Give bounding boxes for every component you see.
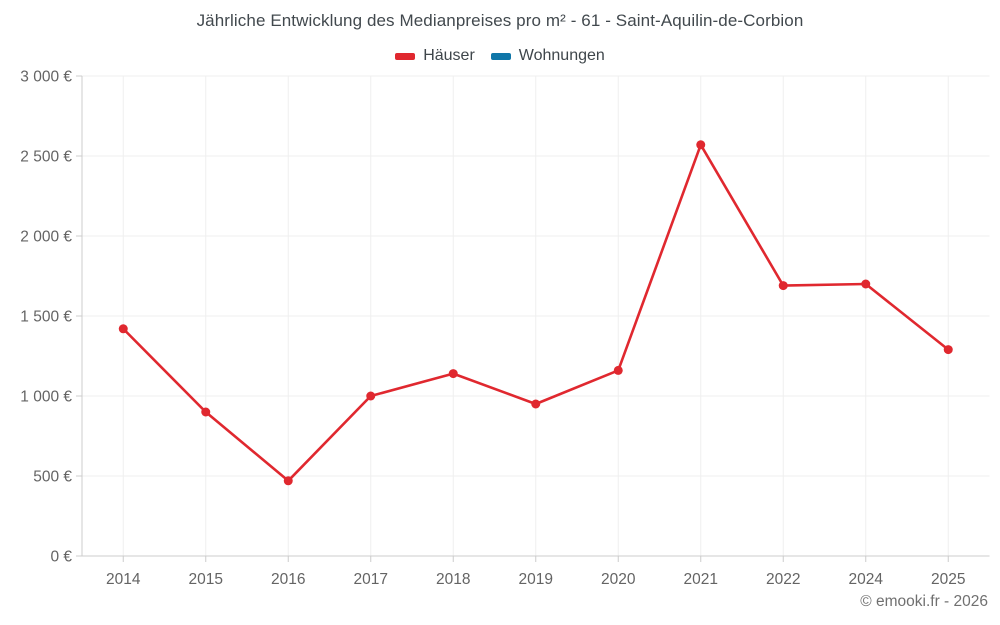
legend-item-wohnungen[interactable]: Wohnungen: [490, 47, 605, 65]
legend-label-haeuser: Häuser: [423, 47, 475, 64]
y-tick-label: 0 €: [50, 549, 72, 566]
x-tick-label-2017: 2017: [354, 571, 388, 588]
legend-swatch-haeuser: [395, 52, 416, 60]
y-axis-labels: 0 € 500 € 1 000 € 1 500 € 2 000 € 2 500 € 3 00…: [20, 69, 72, 566]
x-axis-labels: 2014 2015 2016 2017 2018 2019 2020 2021 2022 2024…: [106, 571, 965, 588]
chart-title: Jährliche Entwicklung des Medianpreises …: [196, 11, 804, 30]
gridlines: [82, 75, 990, 556]
x-tick-label-2022: 2022: [766, 571, 800, 588]
data-point-2025[interactable]: [943, 345, 953, 355]
data-point-2019[interactable]: [531, 399, 541, 409]
x-tick-label-2020: 2020: [601, 571, 636, 588]
y-tick-label: 3 000 €: [20, 69, 72, 86]
data-point-2022[interactable]: [778, 281, 788, 291]
x-tick-label-2021: 2021: [684, 571, 718, 588]
legend-item-haeuser[interactable]: Häuser: [395, 47, 475, 65]
legend: Häuser Wohnungen: [0, 47, 1000, 65]
data-point-2020[interactable]: [613, 365, 623, 375]
x-tick-label-2015: 2015: [189, 571, 223, 588]
legend-label-wohnungen: Wohnungen: [518, 47, 605, 64]
series-huser: [118, 140, 953, 486]
legend-swatch-wohnungen: [490, 52, 511, 60]
x-tick-label-2018: 2018: [436, 571, 470, 588]
x-tick-label-2024: 2024: [849, 571, 884, 588]
data-point-2024[interactable]: [861, 279, 871, 289]
y-tick-label: 500 €: [33, 469, 72, 486]
y-tick-label: 2 500 €: [20, 149, 72, 166]
copyright: © emooki.fr - 2026: [860, 593, 988, 610]
x-tick-label-2016: 2016: [271, 571, 305, 588]
y-tick-label: 1 500 €: [20, 309, 72, 326]
data-point-2017[interactable]: [366, 391, 376, 401]
x-tick-label-2014: 2014: [106, 571, 141, 588]
axes: [76, 75, 990, 562]
data-point-2016[interactable]: [283, 476, 293, 486]
y-tick-label: 1 000 €: [20, 389, 72, 406]
data-point-2018[interactable]: [448, 369, 458, 379]
data-point-2021[interactable]: [696, 140, 706, 150]
data-point-2015[interactable]: [201, 407, 211, 417]
x-tick-label-2025: 2025: [931, 571, 965, 588]
data-point-2014[interactable]: [118, 324, 128, 334]
x-tick-label-2019: 2019: [519, 571, 553, 588]
y-tick-label: 2 000 €: [20, 229, 72, 246]
